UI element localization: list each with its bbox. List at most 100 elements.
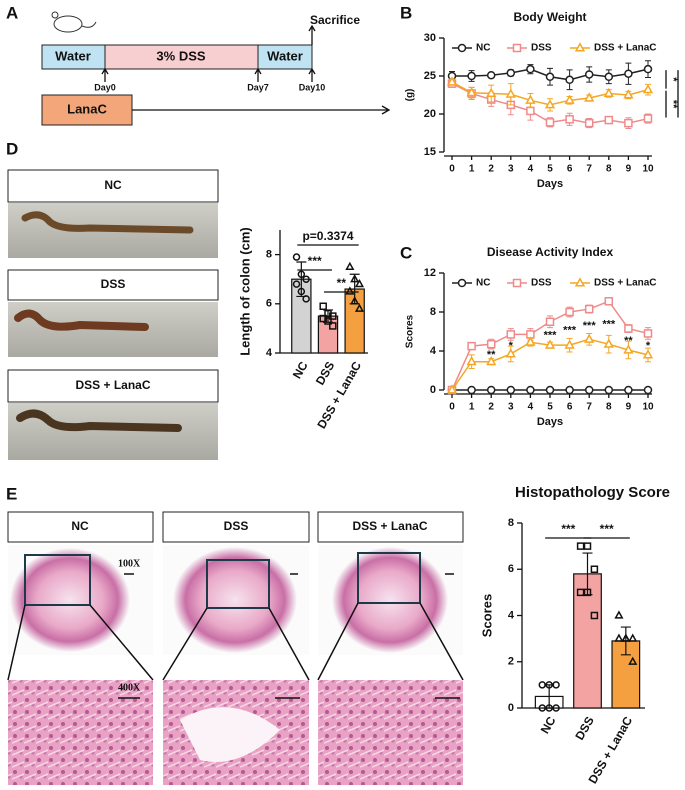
- marker: [643, 385, 653, 395]
- legend-label: NC: [476, 278, 490, 289]
- data-point: [614, 610, 624, 619]
- marker: [623, 344, 634, 354]
- marker: [584, 333, 595, 343]
- data-point: [297, 270, 306, 279]
- phase-label: Water: [55, 48, 91, 63]
- x-tick-label: 2: [488, 402, 494, 413]
- data-point: [345, 261, 355, 271]
- panel-label: E: [6, 484, 17, 503]
- significance: **: [337, 276, 347, 290]
- significance: ***: [561, 522, 575, 536]
- tissue: [173, 547, 297, 653]
- group-label: DSS + LanaC: [75, 378, 150, 392]
- marker: [486, 87, 497, 98]
- treatment-label: LanaC: [67, 101, 107, 116]
- marker: [564, 339, 575, 349]
- data-point: [628, 656, 638, 665]
- phase-box: [257, 44, 313, 70]
- label-box: [7, 169, 219, 203]
- y-tick-label: 8: [266, 249, 272, 261]
- marker: [544, 339, 556, 349]
- x-tick-label: DSS: [313, 359, 337, 387]
- zoom-box: [206, 559, 270, 609]
- data-point: [350, 296, 360, 305]
- panel-label: D: [6, 139, 18, 158]
- arrow: [132, 105, 391, 115]
- legend-label: DSS + LanaC: [594, 43, 657, 54]
- x-tick-label: 7: [586, 402, 592, 413]
- marker: [643, 329, 653, 338]
- data-point: [354, 303, 365, 312]
- data-point: [621, 633, 631, 642]
- data-point: [324, 317, 332, 325]
- x-tick-label: 8: [606, 402, 612, 413]
- panel-label: C: [400, 243, 412, 262]
- significance: *: [646, 340, 651, 352]
- significance: p=0.3374: [302, 229, 353, 243]
- marker: [642, 349, 654, 359]
- marker: [545, 385, 555, 395]
- x-tick-label: 0: [449, 164, 455, 175]
- x-tick-label: 10: [642, 164, 654, 175]
- marker: [624, 385, 633, 395]
- chart-title: Body Weight: [513, 10, 586, 24]
- marker: [506, 385, 516, 395]
- x-tick-label: 8: [606, 164, 612, 175]
- y-tick-label: 0: [430, 384, 436, 396]
- micrograph: [318, 680, 463, 785]
- significance: ***: [583, 320, 597, 332]
- tissue: [10, 548, 130, 652]
- significance: **: [667, 100, 679, 109]
- legend-marker: [574, 277, 586, 287]
- y-tick-label: 0: [508, 702, 514, 714]
- marker: [526, 106, 535, 116]
- chart-title: Disease Activity Index: [487, 245, 614, 259]
- label-box: [317, 511, 464, 543]
- x-axis-label: Days: [537, 416, 563, 428]
- marker: [446, 384, 458, 394]
- x-tick-label: 7: [586, 164, 592, 175]
- marker: [545, 72, 555, 82]
- panel-label: B: [400, 3, 412, 22]
- y-tick-label: 25: [424, 70, 436, 82]
- x-tick-label: 5: [547, 164, 553, 175]
- arrow: [101, 67, 316, 82]
- marker: [565, 115, 574, 124]
- marker: [603, 338, 614, 348]
- zoom-box: [357, 552, 421, 604]
- data-point: [319, 302, 327, 311]
- data-point: [350, 274, 360, 283]
- data-point: [590, 611, 599, 620]
- marker: [643, 114, 653, 123]
- data-point: [292, 253, 301, 261]
- marker: [623, 89, 634, 99]
- data-point: [583, 588, 592, 597]
- marker: [565, 307, 574, 317]
- marker: [603, 87, 614, 98]
- legend-label: DSS: [531, 43, 552, 54]
- colon-photos: NC DSS DSS + LanaC: [7, 169, 219, 460]
- marker: [624, 324, 633, 333]
- marker: [526, 64, 535, 74]
- x-tick-label: 1: [469, 402, 475, 413]
- marker: [506, 68, 516, 78]
- group-label: DSS: [101, 277, 126, 291]
- day-label: Day7: [247, 82, 269, 92]
- data-point: [583, 542, 592, 550]
- label-box: [7, 511, 154, 543]
- x-tick-label: 3: [508, 402, 514, 413]
- x-tick-label: 4: [528, 402, 534, 413]
- data-point: [329, 322, 337, 330]
- colon: [14, 309, 149, 331]
- marker: [604, 115, 614, 125]
- x-tick-label: DSS: [572, 714, 596, 742]
- legend-marker: [512, 278, 522, 288]
- y-tick-label: 6: [266, 298, 272, 310]
- significance: ***: [679, 87, 685, 101]
- marker: [584, 385, 594, 395]
- marker: [604, 72, 614, 82]
- marker: [604, 297, 614, 306]
- data-point: [576, 542, 585, 550]
- marker: [506, 330, 516, 339]
- panel-label: A: [6, 3, 18, 22]
